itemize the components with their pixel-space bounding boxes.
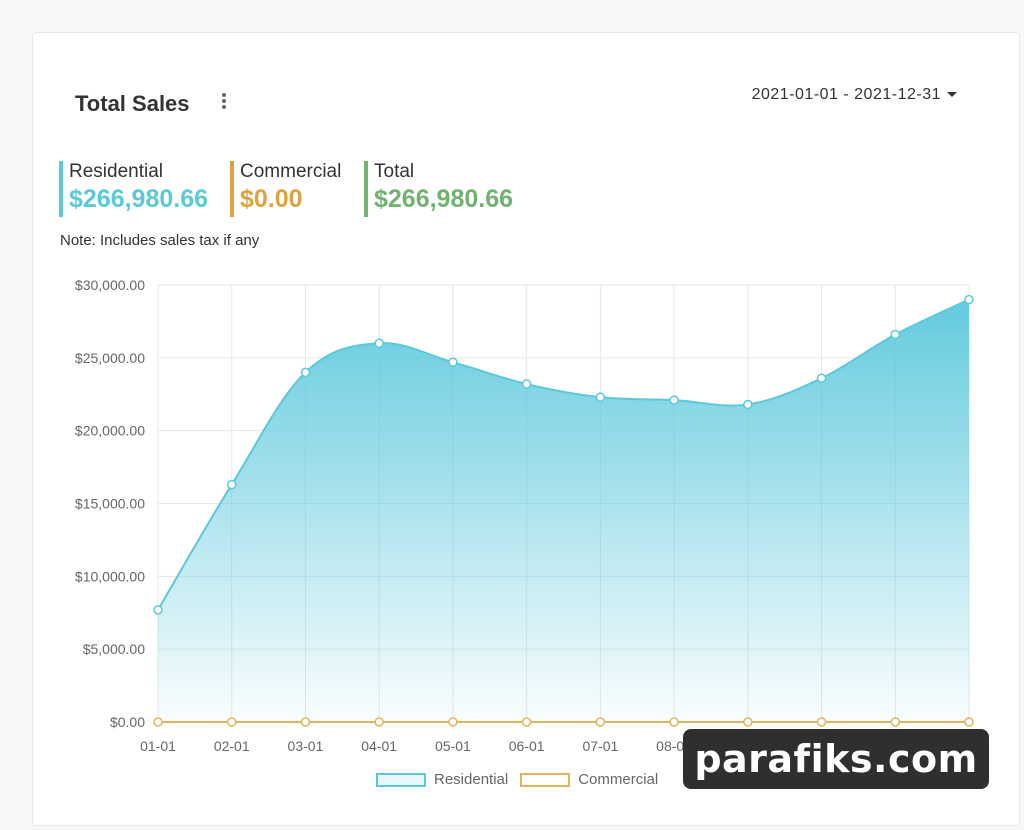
more-options-icon[interactable] (219, 92, 229, 112)
x-tick-label: 03-01 (288, 738, 324, 754)
date-range-dropdown[interactable]: 2021-01-01 - 2021-12-31 (752, 86, 957, 104)
commercial-point (448, 717, 458, 727)
commercial-point (964, 717, 974, 727)
legend-label: Commercial (578, 771, 659, 788)
stat-label: Residential (69, 161, 163, 182)
stat-total: Total $266,980.66 (364, 161, 513, 217)
date-range-label: 2021-01-01 - 2021-12-31 (751, 86, 941, 103)
sales-card: Total Sales 2021-01-01 - 2021-12-31 Resi… (32, 32, 1020, 826)
stat-value: $266,980.66 (374, 185, 514, 213)
residential-point (890, 329, 901, 340)
legend-swatch (376, 772, 426, 787)
legend-label: Residential (434, 771, 509, 788)
commercial-point (890, 717, 901, 727)
y-tick-label: $0.00 (110, 714, 145, 730)
residential-point (964, 294, 974, 305)
sales-tax-note: Note: Includes sales tax if any (60, 232, 260, 249)
y-tick-label: $10,000.00 (75, 568, 145, 584)
residential-point (521, 379, 532, 389)
residential-point (300, 367, 311, 378)
residential-line (157, 298, 970, 611)
legend-item-commercial[interactable]: Commercial (520, 771, 658, 788)
y-tick-label: $5,000.00 (83, 641, 145, 657)
x-tick-label: 02-01 (214, 738, 250, 754)
legend-swatch (520, 772, 571, 787)
commercial-point (153, 717, 163, 727)
x-tick-label: 06-01 (509, 738, 545, 754)
residential-point (374, 338, 384, 349)
x-tick-label: 05-01 (435, 738, 471, 754)
commercial-point (374, 717, 384, 727)
x-tick-label: 04-01 (361, 738, 397, 754)
stat-value: $266,980.66 (69, 185, 209, 213)
commercial-point (521, 717, 532, 727)
y-tick-label: $20,000.00 (75, 423, 145, 439)
residential-point (816, 373, 827, 383)
x-tick-label: 07-01 (582, 738, 618, 754)
commercial-point (743, 717, 753, 727)
y-tick-label: $30,000.00 (75, 277, 145, 293)
stat-label: Commercial (240, 161, 342, 182)
stat-label: Total (374, 161, 415, 182)
residential-point (743, 399, 753, 410)
residential-point (669, 395, 679, 405)
residential-point (226, 479, 237, 490)
residential-point (448, 357, 458, 367)
watermark-logo: parafiks.com (683, 729, 989, 789)
residential-point (595, 392, 606, 402)
commercial-point (669, 717, 679, 727)
card-title: Total Sales (75, 91, 190, 116)
commercial-point (300, 717, 311, 727)
sales-area-chart: $0.00 $5,000.00 $10,000.00 $15,000.00 $20,00… (75, 277, 987, 754)
stat-residential: Residential $266,980.66 (59, 161, 208, 217)
y-tick-label: $25,000.00 (75, 350, 145, 366)
caret-down-icon (947, 92, 957, 98)
legend-item-residential[interactable]: Residential (376, 771, 508, 788)
x-tick-label: 01-01 (140, 738, 176, 754)
y-tick-label: $15,000.00 (75, 496, 145, 512)
commercial-point (595, 717, 606, 727)
residential-point (153, 605, 163, 615)
stat-commercial: Commercial $0.00 (230, 161, 341, 217)
stat-value: $0.00 (240, 185, 303, 213)
residential-area (158, 299, 969, 722)
chart-legend: Residential Commercial (376, 771, 670, 788)
commercial-point (816, 717, 827, 727)
commercial-point (226, 717, 237, 727)
